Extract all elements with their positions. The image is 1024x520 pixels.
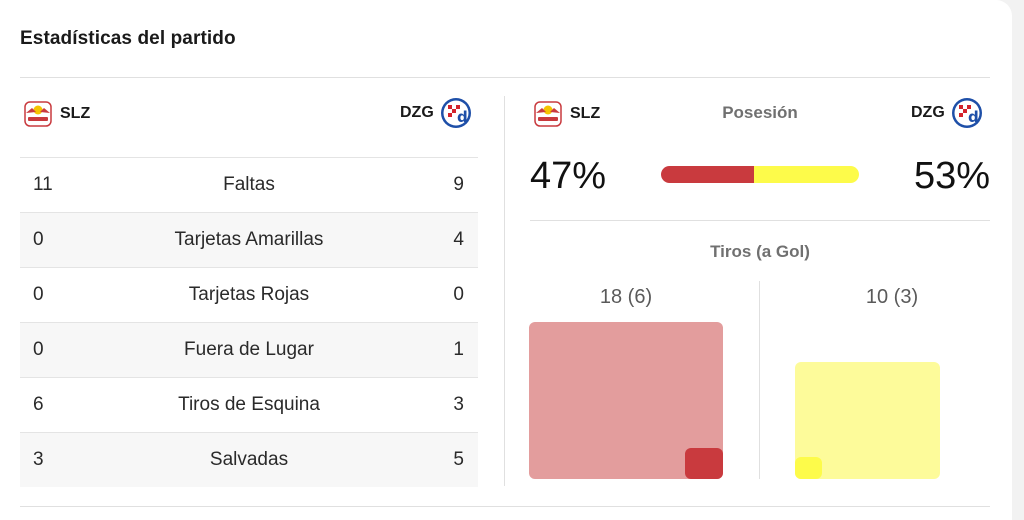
stat-home-value: 0 bbox=[33, 229, 44, 250]
bottom-divider bbox=[20, 506, 990, 507]
away-shots-value: 10 (3) bbox=[865, 286, 919, 308]
red-bull-salzburg-crest-icon bbox=[534, 101, 562, 127]
stat-away-value: 3 bbox=[453, 394, 464, 415]
stat-home-value: 6 bbox=[33, 394, 44, 415]
stats-table: Faltas 11 9 Tarjetas Amarillas 0 4 Tarjetas Ro… bbox=[20, 157, 478, 487]
right-home-abbr: SLZ bbox=[570, 105, 601, 122]
panel-divider bbox=[504, 96, 505, 486]
right-away-abbr: DZG bbox=[911, 104, 945, 121]
left-away-abbr: DZG bbox=[400, 104, 434, 121]
stat-home-value: 0 bbox=[33, 339, 44, 360]
right-away-team: DZG d bbox=[911, 97, 983, 129]
home-shots-value: 18 (6) bbox=[599, 286, 653, 308]
stat-row: Salvadas 3 5 bbox=[20, 432, 478, 487]
stat-label: Tarjetas Amarillas bbox=[174, 229, 324, 250]
stat-label: Tiros de Esquina bbox=[178, 394, 320, 415]
possession-divider bbox=[530, 220, 990, 221]
stat-label: Salvadas bbox=[209, 449, 289, 470]
svg-text:d: d bbox=[457, 108, 468, 126]
stat-row: Tarjetas Amarillas 0 4 bbox=[20, 212, 478, 267]
possession-bar bbox=[661, 166, 859, 183]
stat-home-value: 11 bbox=[33, 174, 53, 195]
stat-away-value: 4 bbox=[453, 229, 464, 250]
away-possession-value: 53% bbox=[913, 155, 990, 197]
stat-away-value: 1 bbox=[453, 339, 464, 360]
svg-text:d: d bbox=[968, 108, 979, 126]
stat-row: Faltas 11 9 bbox=[20, 157, 478, 212]
stat-home-value: 3 bbox=[33, 449, 44, 470]
stat-home-value: 0 bbox=[33, 284, 44, 305]
stat-away-value: 9 bbox=[453, 174, 464, 195]
card-title: Estadísticas del partido bbox=[20, 28, 236, 49]
possession-bar-away bbox=[754, 166, 859, 183]
left-away-team: DZG d bbox=[400, 97, 472, 129]
dinamo-zagreb-crest-icon: d bbox=[440, 98, 471, 128]
stat-label: Fuera de Lugar bbox=[184, 339, 314, 360]
title-divider bbox=[20, 77, 990, 78]
stat-row: Fuera de Lugar 0 1 bbox=[20, 322, 478, 377]
stat-row: Tiros de Esquina 6 3 bbox=[20, 377, 478, 432]
home-shots-on-target-box bbox=[684, 448, 723, 479]
stat-label: Faltas bbox=[223, 174, 275, 195]
shots-label: Tiros (a Gol) bbox=[710, 242, 810, 261]
possession-label: Posesión bbox=[722, 103, 798, 122]
red-bull-salzburg-crest-icon bbox=[24, 101, 52, 127]
stat-row: Tarjetas Rojas 0 0 bbox=[20, 267, 478, 322]
home-possession-value: 47% bbox=[530, 155, 607, 197]
dinamo-zagreb-crest-icon: d bbox=[951, 98, 982, 128]
left-home-team: SLZ bbox=[22, 101, 90, 127]
stat-away-value: 5 bbox=[453, 449, 464, 470]
possession-bar-home bbox=[661, 166, 755, 183]
away-shots-on-target-box bbox=[795, 457, 822, 479]
shots-divider bbox=[759, 281, 760, 479]
left-home-abbr: SLZ bbox=[60, 105, 91, 122]
right-home-team: SLZ bbox=[532, 101, 600, 127]
stat-label: Tarjetas Rojas bbox=[188, 284, 310, 305]
stat-away-value: 0 bbox=[453, 284, 464, 305]
